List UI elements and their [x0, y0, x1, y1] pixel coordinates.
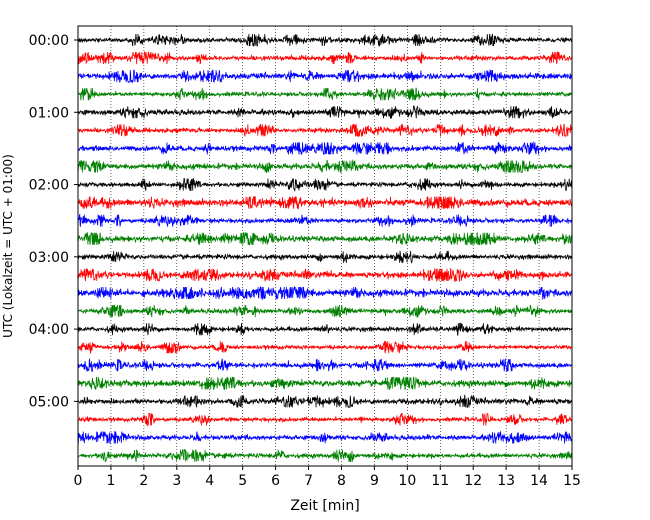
y-axis: 00:00 01:00 02:00 03:00 04:00 05:00: [29, 33, 78, 410]
x-tick-label-9: 9: [370, 473, 379, 489]
trace-03-30: [77, 285, 573, 301]
trace-03-15: [77, 267, 573, 283]
x-tick-label-7: 7: [304, 473, 313, 489]
x-tick-label-3: 3: [172, 473, 181, 489]
trace-01-00: [77, 105, 573, 119]
plot-frame: [77, 25, 573, 467]
x-tick-label-2: 2: [139, 473, 148, 489]
y-axis-label: UTC (Lokalzeit = UTC + 01:00): [1, 154, 15, 338]
x-tick-label-8: 8: [337, 473, 346, 489]
x-tick-label-6: 6: [271, 473, 280, 489]
trace-00-30: [77, 69, 573, 84]
x-tick-label-0: 0: [74, 473, 83, 489]
trace-01-45: [77, 158, 573, 173]
x-tick-label-15: 15: [563, 473, 581, 489]
x-tick-label-5: 5: [238, 473, 247, 489]
y-tick-label-02-00: 02:00: [29, 178, 69, 194]
trace-05-15: [77, 412, 573, 427]
x-tick-label-14: 14: [530, 473, 548, 489]
x-tick-label-12: 12: [464, 473, 482, 489]
x-axis: 0 1 2 3 4 5 6 7 8 9 10 11 12 13 14 15: [74, 466, 581, 489]
trace-04-45: [77, 376, 573, 391]
trace-05-45: [77, 449, 573, 463]
y-tick-label-01-00: 01:00: [29, 105, 69, 121]
y-tick-label-03-00: 03:00: [29, 250, 69, 266]
traces-layer: [77, 33, 573, 463]
x-axis-label: Zeit [min]: [290, 498, 359, 514]
x-tick-label-13: 13: [497, 473, 515, 489]
y-tick-label-04-00: 04:00: [29, 322, 69, 338]
x-tick-label-1: 1: [106, 473, 115, 489]
trace-03-45: [77, 304, 573, 318]
trace-00-00: [77, 33, 573, 47]
trace-05-30: [77, 430, 573, 444]
trace-01-15: [77, 123, 573, 137]
x-tick-label-4: 4: [205, 473, 214, 489]
trace-02-30: [77, 213, 573, 228]
y-tick-label-00-00: 00:00: [29, 33, 69, 49]
trace-02-45: [77, 231, 573, 246]
trace-00-15: [77, 51, 573, 65]
x-tick-label-10: 10: [398, 473, 416, 489]
y-tick-label-05-00: 05:00: [29, 394, 69, 410]
trace-04-15: [77, 341, 573, 355]
trace-01-30: [77, 141, 573, 156]
grid-layer: [110, 26, 540, 466]
trace-04-00: [77, 322, 573, 337]
trace-02-00: [77, 178, 573, 192]
trace-00-45: [77, 87, 573, 101]
trace-03-00: [77, 250, 573, 264]
trace-05-00: [77, 394, 573, 408]
trace-02-15: [77, 196, 573, 210]
trace-04-30: [77, 357, 573, 372]
x-tick-label-11: 11: [431, 473, 449, 489]
